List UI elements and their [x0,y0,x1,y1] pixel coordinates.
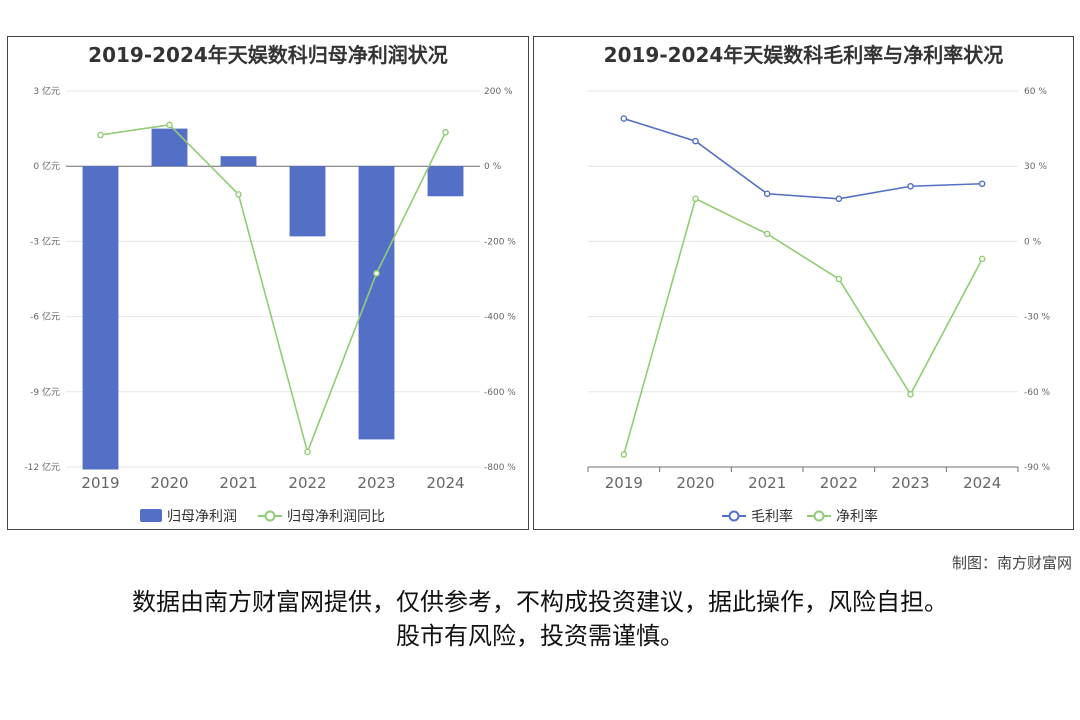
point-series-gross-margin [763,190,771,198]
right-axis-tick-label: -800 % [484,463,516,473]
bar-net-profit [358,166,395,440]
point-yoy-growth [442,129,449,136]
left-axis-tick-label: -6 亿元 [30,311,60,323]
x-tick-label: 2024 [426,474,464,492]
x-tick-label: 2020 [150,474,188,492]
right-axis-tick-label: 200 % [484,87,513,97]
left-chart-title: 2019-2024年天娱数科归母净利润状况 [88,43,448,67]
left-axis-tick-label: 3 亿元 [33,85,60,97]
right-axis-tick-label: -30 % [1024,313,1051,323]
left-chart-svg: 3 亿元 0 亿元 -3 亿元 -6 亿元 -9 亿元 -12 亿元 200 % 0 % -20… [24,85,516,525]
legend-label-yoy: 归母净利润同比 [287,508,385,525]
point-yoy-growth [373,270,380,277]
x-tick-label: 2020 [676,474,714,492]
point-series-gross-margin [620,115,628,122]
chart-credit: 制图：南方财富网 [951,554,1072,572]
legend-swatch-gross-margin-marker [728,510,740,522]
point-series-net-margin [763,230,771,238]
point-series-gross-margin [978,180,986,188]
x-tick-label: 2019 [81,474,119,492]
x-tick-label: 2023 [357,474,395,492]
x-tick-label: 2023 [891,474,929,492]
disclaimer-line-2: 股市有风险，投资需谨慎。 [396,622,684,650]
line-yoy-growth [100,123,447,455]
left-chart-panel: 2019-2024年天娱数科归母净利润状况 3 亿元 0 亿元 -3 亿元 -6 亿元… [7,36,529,530]
x-tick-label: 2022 [820,474,858,492]
x-tick-label: 2019 [605,474,643,492]
bar-net-profit [82,166,119,470]
legend-swatch-net-margin-marker [813,510,825,522]
right-axis-tick-label: -200 % [484,237,516,247]
line-series-gross-margin [623,117,983,200]
right-axis-tick-label: -600 % [484,388,516,398]
left-axis-tick-label: -9 亿元 [30,386,60,398]
left-axis-tick-label: -12 亿元 [24,461,60,473]
bar-net-profit [427,166,464,197]
point-yoy-growth [166,121,173,129]
x-tick-label: 2021 [748,474,786,492]
right-axis-tick-label: 30 % [1024,162,1047,172]
bar-net-profit [289,166,326,237]
point-series-net-margin [978,255,986,263]
right-axis-tick-label: -90 % [1024,463,1051,473]
bar-net-profit [151,128,188,167]
point-yoy-growth [235,191,242,198]
right-axis-tick-label: 0 % [1024,237,1042,247]
legend-swatch-yoy-marker [264,510,276,522]
point-series-net-margin [620,451,628,458]
right-chart-svg: 60 % 30 % 0 % -30 % -60 % -90 % 2019 2020 2021 20… [587,87,1051,525]
right-chart-panel: 2019-2024年天娱数科毛利率与净利率状况 60 % 30 % 0 % -30 %… [533,36,1074,530]
legend-label-net-profit: 归母净利润 [167,508,237,525]
legend-label-net-margin: 净利率 [836,508,878,525]
right-axis-tick-label: 0 % [484,162,502,172]
point-yoy-growth [97,131,104,139]
right-chart-title: 2019-2024年天娱数科毛利率与净利率状况 [603,43,1004,67]
x-tick-label: 2022 [288,474,326,492]
right-axis-tick-label: 60 % [1024,87,1047,97]
legend-label-gross-margin: 毛利率 [751,508,793,525]
right-axis-tick-label: -400 % [484,313,516,323]
x-tick-label: 2024 [963,474,1001,492]
point-series-gross-margin [907,182,914,190]
point-series-net-margin [835,275,843,283]
left-axis-tick-label: 0 亿元 [33,160,60,172]
legend-swatch-net-profit [140,509,162,522]
line-series-net-margin [623,197,983,455]
point-yoy-growth [304,448,311,456]
disclaimer-line-1: 数据由南方财富网提供，仅供参考，不构成投资建议，据此操作，风险自担。 [132,588,948,616]
bar-net-profit [220,156,257,167]
left-axis-tick-label: -3 亿元 [30,235,60,247]
x-tick-label: 2021 [219,474,257,492]
point-series-net-margin [692,195,699,203]
right-axis-tick-label: -60 % [1024,388,1051,398]
point-series-gross-margin [692,137,699,145]
point-series-net-margin [907,391,914,398]
point-series-gross-margin [835,195,843,203]
